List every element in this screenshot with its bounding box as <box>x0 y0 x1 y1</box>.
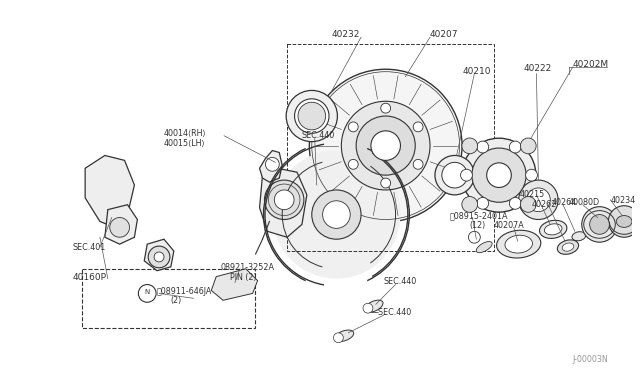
Circle shape <box>413 159 423 169</box>
Polygon shape <box>211 269 257 300</box>
Text: (12): (12) <box>469 221 486 231</box>
Circle shape <box>527 188 550 212</box>
Circle shape <box>266 157 279 171</box>
Circle shape <box>381 178 390 188</box>
Text: 40015⟨LH⟩: 40015⟨LH⟩ <box>164 139 205 148</box>
Circle shape <box>520 138 536 154</box>
Ellipse shape <box>341 101 430 190</box>
Bar <box>287 44 494 251</box>
Bar <box>82 269 255 328</box>
Text: 40014⟨RH⟩: 40014⟨RH⟩ <box>164 129 207 138</box>
Circle shape <box>413 122 423 132</box>
Ellipse shape <box>286 90 337 142</box>
Circle shape <box>348 159 358 169</box>
Ellipse shape <box>309 69 462 222</box>
Text: ⓝ08915-2401A: ⓝ08915-2401A <box>450 212 508 221</box>
Polygon shape <box>144 239 174 271</box>
Ellipse shape <box>486 163 511 187</box>
Ellipse shape <box>540 220 567 238</box>
Circle shape <box>148 246 170 268</box>
Circle shape <box>509 198 521 209</box>
Ellipse shape <box>562 243 574 251</box>
Circle shape <box>477 141 489 153</box>
Circle shape <box>138 285 156 302</box>
Text: —SEC.440: —SEC.440 <box>371 308 412 317</box>
Circle shape <box>520 196 536 212</box>
Circle shape <box>518 180 558 219</box>
Text: 40160P: 40160P <box>72 273 106 282</box>
Ellipse shape <box>557 240 579 254</box>
Circle shape <box>462 138 477 154</box>
Ellipse shape <box>371 131 401 160</box>
Circle shape <box>110 218 129 237</box>
Text: 40207: 40207 <box>430 30 458 39</box>
Ellipse shape <box>294 99 329 133</box>
Text: ⓝ08911-646JA: ⓝ08911-646JA <box>157 286 212 295</box>
Text: 40222: 40222 <box>524 64 552 73</box>
Ellipse shape <box>335 330 354 341</box>
Text: 08921-3252A: 08921-3252A <box>220 263 274 272</box>
Text: (2): (2) <box>171 296 182 305</box>
Circle shape <box>477 198 489 209</box>
Text: 40232: 40232 <box>332 30 360 39</box>
Circle shape <box>525 169 538 181</box>
Circle shape <box>381 103 390 113</box>
Ellipse shape <box>298 102 326 130</box>
Ellipse shape <box>273 151 401 279</box>
Circle shape <box>323 201 350 228</box>
Text: 40207A: 40207A <box>494 221 525 231</box>
Text: 40262: 40262 <box>531 200 557 209</box>
Circle shape <box>264 180 304 219</box>
Ellipse shape <box>435 155 474 195</box>
Text: J-00003N: J-00003N <box>573 356 609 365</box>
Ellipse shape <box>365 300 383 312</box>
Circle shape <box>154 252 164 262</box>
Text: 40264: 40264 <box>551 198 577 207</box>
Circle shape <box>275 190 294 210</box>
Circle shape <box>348 122 358 132</box>
Circle shape <box>312 190 361 239</box>
Text: 40215: 40215 <box>520 190 545 199</box>
Ellipse shape <box>572 232 586 241</box>
Text: N: N <box>144 289 150 295</box>
Circle shape <box>589 215 609 234</box>
Ellipse shape <box>476 241 492 253</box>
Ellipse shape <box>356 116 415 175</box>
Circle shape <box>509 141 521 153</box>
Text: 40202M: 40202M <box>573 60 609 69</box>
Text: 40210: 40210 <box>463 67 491 76</box>
Ellipse shape <box>616 215 632 227</box>
Ellipse shape <box>462 138 536 212</box>
Polygon shape <box>260 151 282 182</box>
Text: SEC.440: SEC.440 <box>302 131 335 140</box>
Ellipse shape <box>497 230 541 258</box>
Polygon shape <box>105 205 138 244</box>
Circle shape <box>609 206 640 237</box>
Text: 40234: 40234 <box>611 196 636 205</box>
Text: 40080D: 40080D <box>569 198 600 207</box>
Polygon shape <box>85 155 134 227</box>
Text: PIN (2): PIN (2) <box>230 273 257 282</box>
Circle shape <box>468 231 480 243</box>
Text: SEC.401: SEC.401 <box>72 243 106 252</box>
Ellipse shape <box>505 235 532 253</box>
Text: SEC.440: SEC.440 <box>384 277 417 286</box>
Circle shape <box>461 169 472 181</box>
Polygon shape <box>260 168 307 237</box>
Circle shape <box>582 207 617 242</box>
Ellipse shape <box>442 162 467 188</box>
Circle shape <box>363 303 373 313</box>
Ellipse shape <box>472 148 526 202</box>
Circle shape <box>462 196 477 212</box>
Circle shape <box>333 333 343 343</box>
Ellipse shape <box>545 224 562 235</box>
